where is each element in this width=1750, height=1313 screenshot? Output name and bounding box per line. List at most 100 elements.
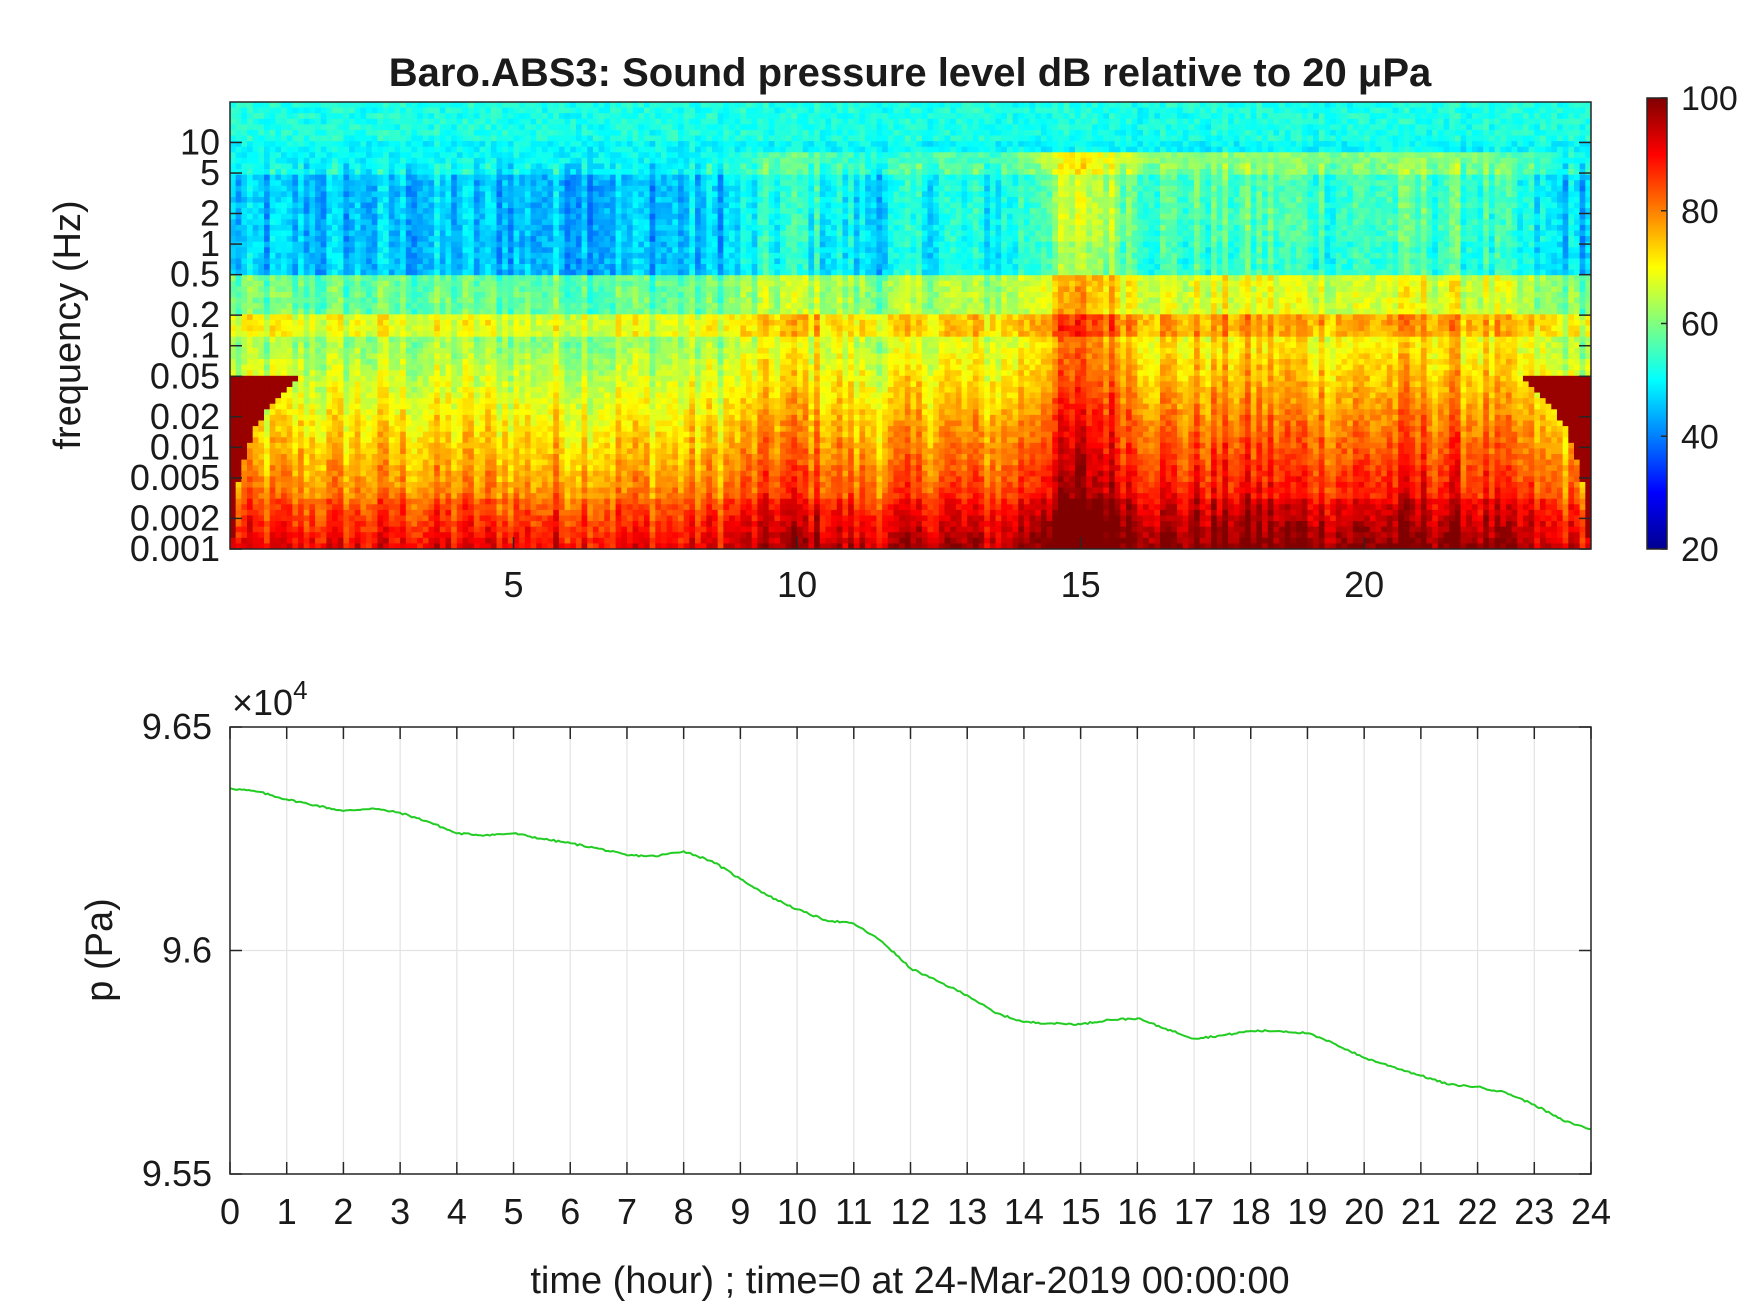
heatmap-cell	[338, 314, 344, 320]
heatmap-cell	[258, 409, 264, 415]
heatmap-cell	[463, 147, 469, 153]
heatmap-cell	[406, 409, 412, 415]
heatmap-cell	[372, 175, 378, 181]
heatmap-cell	[360, 482, 366, 488]
heatmap-cell	[332, 270, 338, 276]
heatmap-cell	[406, 342, 412, 348]
heatmap-cell	[514, 326, 520, 332]
heatmap-cell	[275, 141, 281, 147]
heatmap-cell	[463, 303, 469, 309]
heatmap-cell	[480, 538, 486, 544]
heatmap-cell	[480, 342, 486, 348]
heatmap-cell	[400, 247, 406, 253]
heatmap-cell	[394, 309, 400, 315]
heatmap-cell	[366, 236, 372, 242]
heatmap-cell	[377, 538, 383, 544]
heatmap-cell	[508, 292, 514, 298]
heatmap-cell	[451, 147, 457, 153]
heatmap-cell	[275, 236, 281, 242]
heatmap-cell	[326, 337, 332, 343]
heatmap-cell	[570, 415, 576, 421]
heatmap-cell	[463, 163, 469, 169]
heatmap-cell	[338, 270, 344, 276]
heatmap-cell	[315, 225, 321, 231]
heatmap-cell	[236, 393, 242, 399]
heatmap-cell	[366, 208, 372, 214]
heatmap-cell	[548, 337, 554, 343]
heatmap-cell	[326, 163, 332, 169]
heatmap-cell	[389, 443, 395, 449]
heatmap-cell	[230, 247, 236, 253]
heatmap-cell	[514, 393, 520, 399]
heatmap-cell	[270, 376, 276, 382]
heatmap-cell	[241, 493, 247, 499]
heatmap-cell	[383, 482, 389, 488]
heatmap-cell	[508, 152, 514, 158]
heatmap-cell	[559, 404, 565, 410]
heatmap-cell	[355, 141, 361, 147]
heatmap-cell	[298, 404, 304, 410]
heatmap-cell	[428, 488, 434, 494]
heatmap-cell	[508, 499, 514, 505]
heatmap-cell	[423, 314, 429, 320]
heatmap-cell	[394, 515, 400, 521]
heatmap-cell	[253, 515, 259, 521]
heatmap-cell	[565, 393, 571, 399]
heatmap-cell	[525, 448, 531, 454]
heatmap-cell	[315, 286, 321, 292]
heatmap-cell	[548, 191, 554, 197]
heatmap-cell	[428, 152, 434, 158]
heatmap-cell	[236, 203, 242, 209]
heatmap-cell	[326, 292, 332, 298]
heatmap-cell	[338, 337, 344, 343]
heatmap-cell	[372, 152, 378, 158]
heatmap-cell	[491, 270, 497, 276]
heatmap-cell	[321, 286, 327, 292]
heatmap-cell	[377, 298, 383, 304]
heatmap-cell	[406, 242, 412, 248]
heatmap-cell	[531, 214, 537, 220]
heatmap-cell	[326, 169, 332, 175]
heatmap-cell	[247, 242, 253, 248]
heatmap-cell	[508, 420, 514, 426]
heatmap-cell	[457, 387, 463, 393]
heatmap-cell	[565, 499, 571, 505]
heatmap-cell	[423, 465, 429, 471]
heatmap-cell	[309, 175, 315, 181]
heatmap-cell	[338, 532, 344, 538]
heatmap-cell	[536, 231, 542, 237]
heatmap-cell	[440, 532, 446, 538]
heatmap-cell	[241, 258, 247, 264]
heatmap-cell	[542, 521, 548, 527]
heatmap-cell	[548, 147, 554, 153]
heatmap-cell	[514, 219, 520, 225]
heatmap-cell	[485, 298, 491, 304]
heatmap-cell	[275, 264, 281, 270]
heatmap-cell	[411, 527, 417, 533]
heatmap-cell	[332, 331, 338, 337]
heatmap-cell	[531, 370, 537, 376]
heatmap-cell	[304, 163, 310, 169]
heatmap-cell	[377, 219, 383, 225]
heatmap-cell	[525, 169, 531, 175]
heatmap-cell	[332, 286, 338, 292]
heatmap-cell	[485, 370, 491, 376]
heatmap-cell	[497, 404, 503, 410]
heatmap-cell	[502, 158, 508, 164]
heatmap-cell	[298, 130, 304, 136]
heatmap-cell	[258, 231, 264, 237]
heatmap-cell	[321, 426, 327, 432]
heatmap-cell	[519, 376, 525, 382]
heatmap-cell	[298, 163, 304, 169]
heatmap-cell	[411, 214, 417, 220]
heatmap-cell	[411, 203, 417, 209]
heatmap-cell	[315, 393, 321, 399]
heatmap-cell	[451, 203, 457, 209]
heatmap-cell	[281, 113, 287, 119]
heatmap-cell	[536, 420, 542, 426]
heatmap-cell	[548, 488, 554, 494]
heatmap-cell	[440, 398, 446, 404]
heatmap-cell	[411, 314, 417, 320]
heatmap-cell	[536, 175, 542, 181]
heatmap-cell	[423, 152, 429, 158]
